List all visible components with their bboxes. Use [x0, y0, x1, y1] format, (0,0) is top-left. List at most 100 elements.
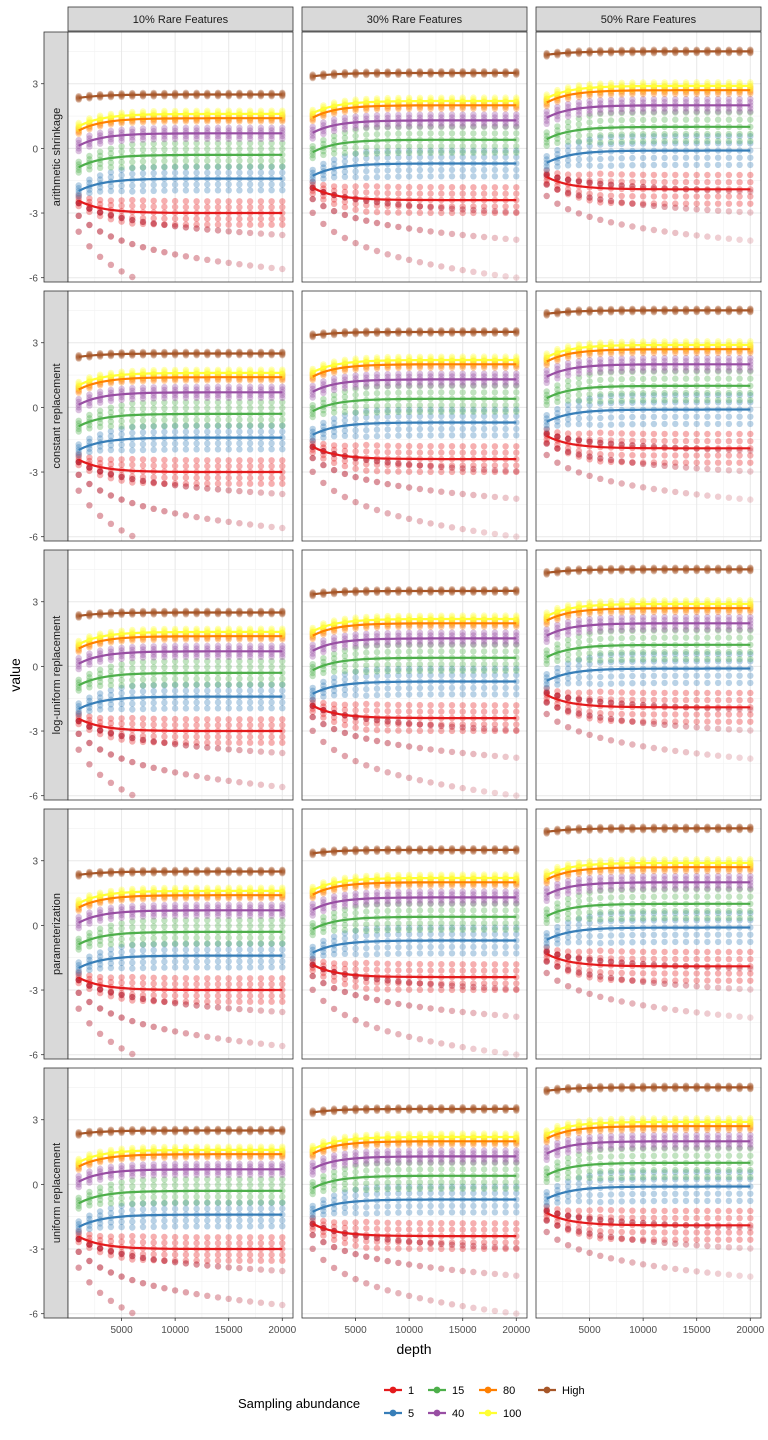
data-point [352, 156, 359, 163]
data-point [118, 456, 125, 463]
data-point [279, 169, 286, 176]
data-point [236, 520, 243, 527]
data-point [459, 231, 466, 239]
data-point [725, 171, 733, 179]
data-point [330, 487, 338, 495]
data-point [513, 130, 520, 137]
data-point [448, 389, 456, 396]
data-point [320, 479, 327, 487]
data-point [650, 437, 658, 445]
data-point [491, 467, 499, 474]
data-point [161, 715, 168, 723]
data-point [257, 489, 265, 496]
data-point [268, 204, 275, 211]
data-point [86, 152, 93, 160]
data-point [672, 463, 679, 470]
data-point [161, 215, 168, 222]
data-point [363, 150, 370, 158]
data-point [427, 402, 434, 409]
data-point [75, 190, 82, 197]
data-point [725, 208, 733, 215]
data-point [236, 733, 243, 741]
data-point [236, 181, 243, 188]
data-point [246, 457, 254, 464]
data-point [575, 380, 583, 387]
data-point [182, 716, 190, 723]
data-point [161, 124, 168, 132]
data-point [341, 470, 349, 478]
data-point [279, 733, 286, 741]
data-point [139, 477, 147, 485]
data-point [107, 183, 115, 190]
data-point [204, 485, 211, 492]
data-point [118, 158, 125, 166]
data-point [405, 166, 413, 174]
data-point [204, 132, 211, 140]
data-point [459, 173, 466, 180]
data-point [107, 121, 115, 128]
data-point [257, 221, 265, 228]
data-point [682, 464, 690, 471]
data-point [193, 705, 200, 712]
data-point [96, 176, 104, 183]
data-point [139, 182, 147, 189]
data-point [480, 94, 488, 101]
data-point [639, 161, 647, 169]
data-point [650, 420, 658, 428]
data-point [171, 422, 179, 429]
data-point [86, 195, 93, 202]
data-point [279, 440, 286, 447]
data-point [405, 173, 413, 180]
data-point [747, 209, 754, 216]
data-point [150, 163, 157, 171]
data-point [279, 749, 286, 757]
data-point [491, 234, 499, 242]
data-point [672, 204, 679, 211]
data-point [352, 113, 359, 120]
data-point [214, 187, 222, 194]
data-point [491, 432, 499, 439]
data-point [75, 395, 82, 403]
data-point [139, 244, 147, 251]
data-point [118, 402, 125, 409]
data-point [363, 371, 370, 378]
data-point [597, 132, 604, 139]
data-point [309, 454, 316, 462]
data-point [182, 224, 190, 231]
data-point [129, 240, 136, 248]
data-point [161, 508, 168, 515]
data-point [352, 448, 359, 455]
data-point [725, 413, 733, 420]
data-point [171, 146, 179, 153]
data-point [107, 197, 115, 204]
data-point [543, 153, 550, 160]
data-point [268, 416, 275, 423]
data-point [459, 149, 466, 156]
data-point [650, 171, 658, 179]
data-point [618, 162, 625, 169]
data-point [513, 184, 520, 191]
data-point [405, 143, 413, 150]
data-point [236, 215, 243, 223]
row-strip [43, 808, 69, 1060]
data-point [129, 119, 136, 126]
data-point [416, 111, 424, 118]
data-point [182, 124, 190, 132]
data-point [714, 438, 722, 445]
data-point [107, 751, 115, 758]
data-point [129, 202, 136, 210]
data-point [86, 761, 93, 768]
data-point [459, 490, 466, 498]
data-point [575, 132, 583, 139]
data-point [257, 699, 265, 706]
data-point [618, 171, 625, 178]
data-point [693, 338, 700, 345]
data-point [438, 173, 445, 180]
data-point [279, 145, 286, 153]
data-point [448, 449, 456, 456]
data-point [129, 706, 136, 713]
data-point [341, 183, 349, 190]
data-point [225, 132, 232, 140]
data-point [171, 446, 179, 453]
data-point [384, 209, 391, 216]
